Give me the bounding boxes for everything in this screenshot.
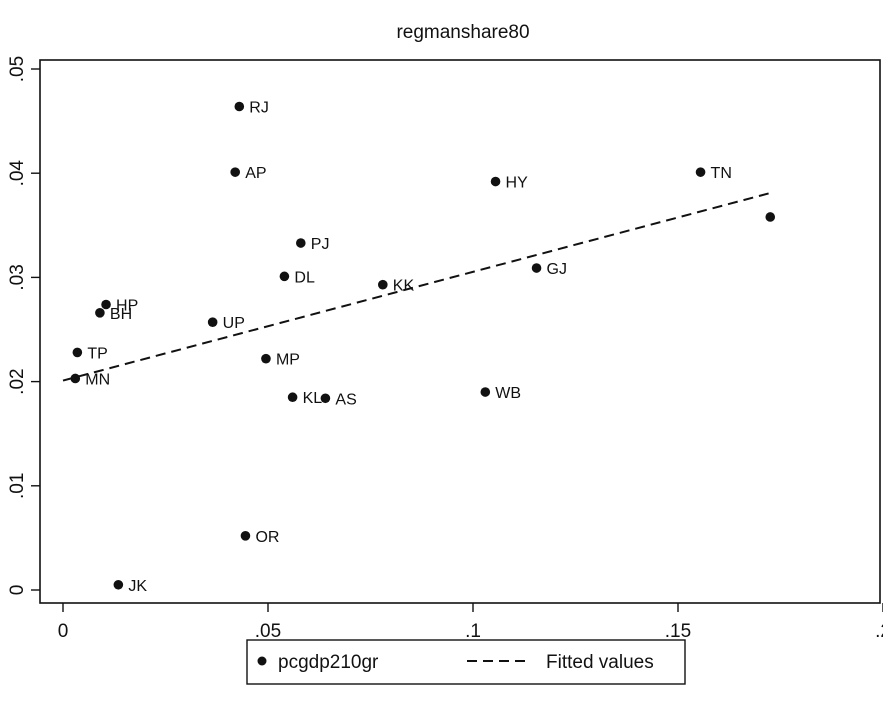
y-tick-label: .03 [7,264,28,290]
scatter-point [234,101,245,112]
point-label: HP [116,297,138,314]
point-label: AP [245,165,266,182]
scatter-point [101,299,111,310]
plot-area [39,59,881,604]
point-label: DL [294,269,315,286]
point-label: MP [276,352,300,369]
point-label: JK [128,578,147,595]
y-tick-label: .04 [7,160,28,187]
point-label: AS [335,391,356,408]
x-tick-label: .2 [875,621,883,642]
y-axis: 0 .01 .02 .03 .04 .05 [7,56,40,596]
scatter-point [240,531,251,541]
point-label: TN [711,165,732,182]
scatter-point [207,317,218,328]
point-label: MN [85,371,110,388]
fitted-line-layer [62,192,771,382]
scatter-point [531,263,542,273]
legend-label-points: pcgdp210gr [278,652,379,673]
point-label: BH [110,306,132,323]
scatter-point [279,271,290,282]
x-tick-label: .1 [465,621,481,642]
y-tick-label: .01 [7,473,28,499]
legend: pcgdp210gr Fitted values [246,639,686,685]
point-label: TP [87,345,107,362]
scatter-point [320,393,331,404]
scatter-point [113,579,124,590]
scatter-point [378,279,388,290]
scatter-point [480,387,491,397]
point-label: RJ [249,100,269,117]
point-label: GJ [547,261,567,278]
y-tick-label: .05 [7,56,28,82]
point-label: KL [303,390,323,407]
point-label: WB [495,385,521,402]
scatter-point [287,392,298,403]
point-label: PJ [311,236,330,253]
scatter-point [296,238,306,248]
scatter-point [70,373,81,384]
x-tick-label: 0 [58,621,69,642]
legend-marker-points [257,656,267,666]
point-label: HY [506,175,529,192]
scatter-point [261,353,271,364]
x-tick-label: .05 [255,621,281,642]
y-tick-label: 0 [7,585,28,596]
scatter-point [695,167,706,177]
point-label: KK [393,278,415,295]
scatter-point [765,212,776,222]
chart-title: regmanshare80 [396,22,529,43]
legend-box [246,639,686,685]
scatter-point [72,347,83,358]
point-label: OR [255,529,279,546]
point-label: UP [223,315,245,332]
x-tick-label: .15 [665,621,691,642]
scatter-point [230,167,240,177]
plot-border [39,59,881,604]
y-tick-label: .02 [7,368,28,394]
scatter-point [95,308,105,318]
legend-label-fitted: Fitted values [546,652,654,673]
x-axis: 0 .05 .1 .15 .2 [58,603,883,642]
fitted-values-line [62,192,771,382]
scatter-point [490,176,501,187]
